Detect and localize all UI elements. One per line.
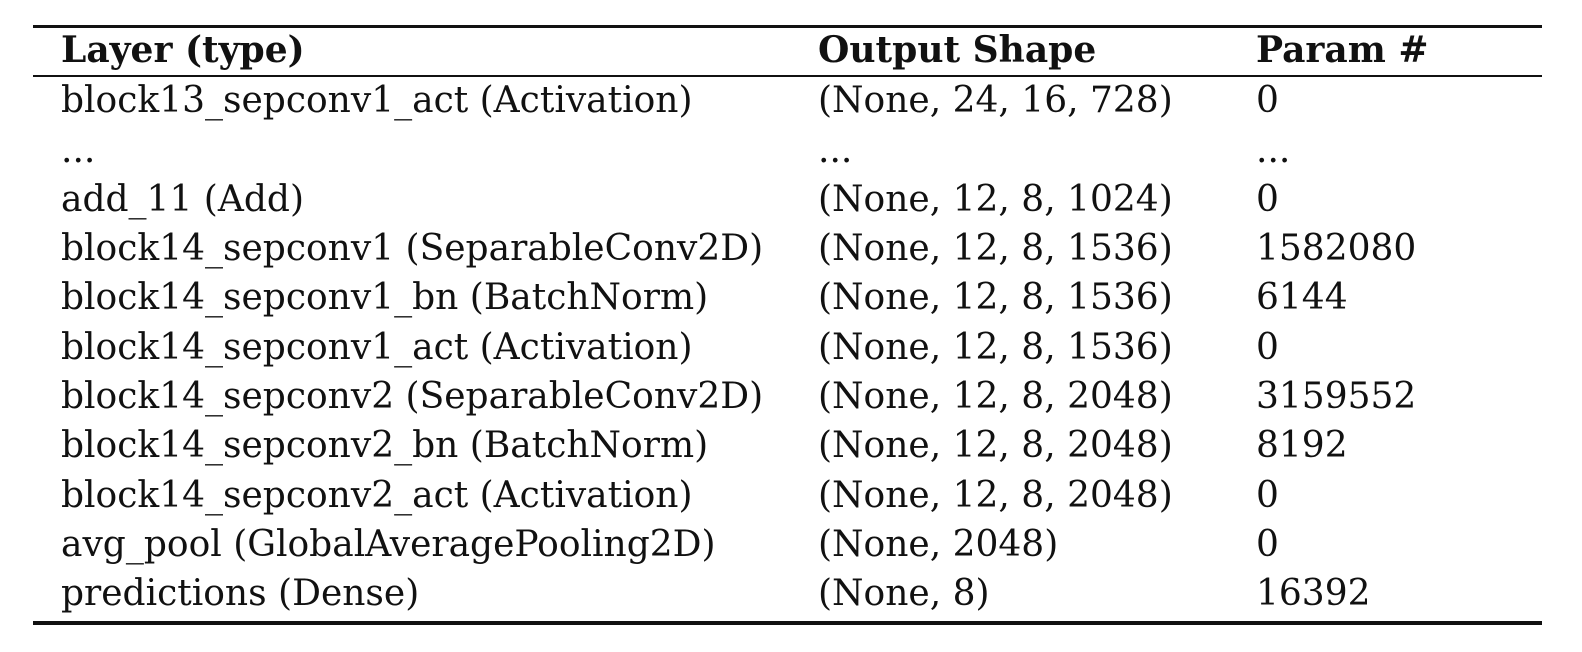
cell-param-count: 0 [1256,524,1279,565]
cell-layer: block14_sepconv2_act (Activation) [61,475,693,516]
cell-param-count: 0 [1256,327,1279,368]
cell-layer: block14_sepconv1_act (Activation) [61,327,693,368]
cell-layer: block14_sepconv2 (SeparableConv2D) [61,376,764,417]
cell-layer: block14_sepconv1 (SeparableConv2D) [61,228,764,269]
cell-param-count: ... [1256,130,1291,171]
cell-output-shape: (None, 8) [818,573,990,614]
cell-output-shape: (None, 12, 8, 2048) [818,425,1173,466]
cell-layer: block14_sepconv1_bn (BatchNorm) [61,277,709,318]
cell-layer: avg_pool (GlobalAveragePooling2D) [61,524,716,565]
cell-param-count: 0 [1256,179,1279,220]
cell-layer: block14_sepconv2_bn (BatchNorm) [61,425,709,466]
cell-output-shape: ... [818,130,853,171]
header-output-shape: Output Shape [818,29,1097,71]
cell-output-shape: (None, 12, 8, 1536) [818,228,1173,269]
cell-param-count: 1582080 [1256,228,1417,269]
cell-param-count: 6144 [1256,277,1348,318]
cell-output-shape: (None, 2048) [818,524,1059,565]
cell-output-shape: (None, 12, 8, 1536) [818,327,1173,368]
cell-param-count: 16392 [1256,573,1371,614]
cell-output-shape: (None, 12, 8, 1536) [818,277,1173,318]
table-header-rule [33,75,1542,77]
cell-layer: add_11 (Add) [61,179,304,220]
table-top-rule [33,25,1542,28]
cell-output-shape: (None, 24, 16, 728) [818,80,1173,121]
header-layer-type: Layer (type) [61,29,305,71]
header-param-count: Param # [1256,29,1429,71]
table-bottom-rule [33,621,1542,625]
cell-param-count: 0 [1256,80,1279,121]
cell-output-shape: (None, 12, 8, 2048) [818,376,1173,417]
cell-param-count: 8192 [1256,425,1348,466]
cell-output-shape: (None, 12, 8, 2048) [818,475,1173,516]
cell-output-shape: (None, 12, 8, 1024) [818,179,1173,220]
cell-layer: predictions (Dense) [61,573,420,614]
cell-layer: ... [61,130,96,171]
cell-layer: block13_sepconv1_act (Activation) [61,80,693,121]
cell-param-count: 0 [1256,475,1279,516]
cell-param-count: 3159552 [1256,376,1417,417]
